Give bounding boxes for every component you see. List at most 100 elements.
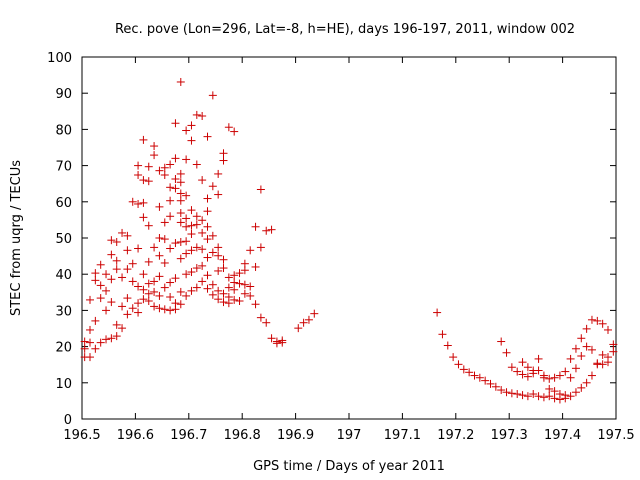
data-point	[518, 358, 527, 367]
data-point	[91, 316, 100, 325]
data-point	[171, 154, 180, 163]
data-point	[176, 196, 185, 205]
data-point	[208, 231, 217, 240]
data-point	[128, 304, 137, 313]
data-point	[134, 244, 143, 253]
data-point	[171, 239, 180, 248]
data-point	[203, 253, 212, 262]
data-point	[182, 249, 191, 258]
data-point	[160, 258, 169, 267]
data-point	[107, 298, 116, 307]
data-point	[214, 286, 223, 295]
data-point	[182, 214, 191, 223]
data-point	[256, 313, 265, 322]
data-point	[176, 300, 185, 309]
data-point	[192, 264, 201, 273]
data-point	[235, 296, 244, 305]
data-point	[176, 237, 185, 246]
data-point	[571, 388, 580, 397]
data-point	[112, 237, 121, 246]
data-point	[235, 269, 244, 278]
data-point	[299, 318, 308, 327]
data-point	[251, 222, 260, 231]
data-point	[166, 293, 175, 302]
data-point	[160, 218, 169, 227]
data-point	[240, 259, 249, 268]
data-point	[240, 289, 249, 298]
data-point	[134, 308, 143, 317]
data-point	[150, 151, 159, 160]
data-point	[513, 390, 522, 399]
data-point	[214, 169, 223, 178]
data-point	[155, 166, 164, 175]
data-point	[91, 344, 100, 353]
data-point	[219, 255, 228, 264]
data-point	[262, 226, 271, 235]
y-tick-labels: 0 10 20 30 40 50 60 70 80 90 100	[47, 51, 72, 428]
x-tick-label: 197.4	[544, 428, 581, 443]
data-point	[176, 218, 185, 227]
data-point	[577, 383, 586, 392]
y-tick-label: 0	[64, 413, 72, 428]
data-point	[192, 160, 201, 169]
data-point	[534, 392, 543, 401]
data-point	[465, 368, 474, 377]
data-point	[155, 291, 164, 300]
data-point	[150, 302, 159, 311]
data-point	[230, 127, 239, 136]
y-tick-label: 80	[55, 123, 72, 138]
data-point	[166, 196, 175, 205]
data-point	[144, 279, 153, 288]
data-point	[251, 262, 260, 271]
data-point	[513, 367, 522, 376]
data-point	[203, 284, 212, 293]
data-point	[155, 202, 164, 211]
data-point	[214, 190, 223, 199]
data-point	[502, 388, 511, 397]
data-point	[166, 160, 175, 169]
data-point	[438, 330, 447, 339]
data-point	[272, 337, 281, 346]
data-point	[96, 338, 105, 347]
data-point	[475, 373, 484, 382]
data-point	[187, 246, 196, 255]
data-point	[310, 309, 319, 318]
data-point	[139, 295, 148, 304]
y-tick-label: 40	[55, 268, 72, 283]
data-point	[208, 248, 217, 257]
data-point	[144, 296, 153, 305]
data-point	[96, 294, 105, 303]
data-point	[491, 382, 500, 391]
data-point	[587, 371, 596, 380]
data-point	[198, 176, 207, 185]
data-point	[198, 216, 207, 225]
data-point	[91, 276, 100, 285]
data-point	[214, 266, 223, 275]
data-point	[144, 257, 153, 266]
data-point	[577, 334, 586, 343]
data-point	[123, 265, 132, 274]
data-point	[187, 206, 196, 215]
data-point	[593, 359, 602, 368]
data-point	[176, 169, 185, 178]
data-point	[123, 246, 132, 255]
data-point	[256, 243, 265, 252]
data-point	[128, 259, 137, 268]
data-point	[155, 272, 164, 281]
data-point	[187, 286, 196, 295]
data-point	[187, 136, 196, 145]
data-point	[603, 325, 612, 334]
data-point	[539, 393, 548, 402]
chart-title: Rec. pove (Lon=296, Lat=-8, h=HE), days …	[115, 22, 575, 37]
data-point	[593, 316, 602, 325]
data-point	[433, 308, 442, 317]
data-point	[107, 334, 116, 343]
data-point	[566, 392, 575, 401]
data-point	[134, 299, 143, 308]
data-point	[598, 319, 607, 328]
data-point	[518, 370, 527, 379]
data-point	[187, 121, 196, 130]
data-point	[208, 280, 217, 289]
data-point	[566, 354, 575, 363]
data-point	[256, 185, 265, 194]
